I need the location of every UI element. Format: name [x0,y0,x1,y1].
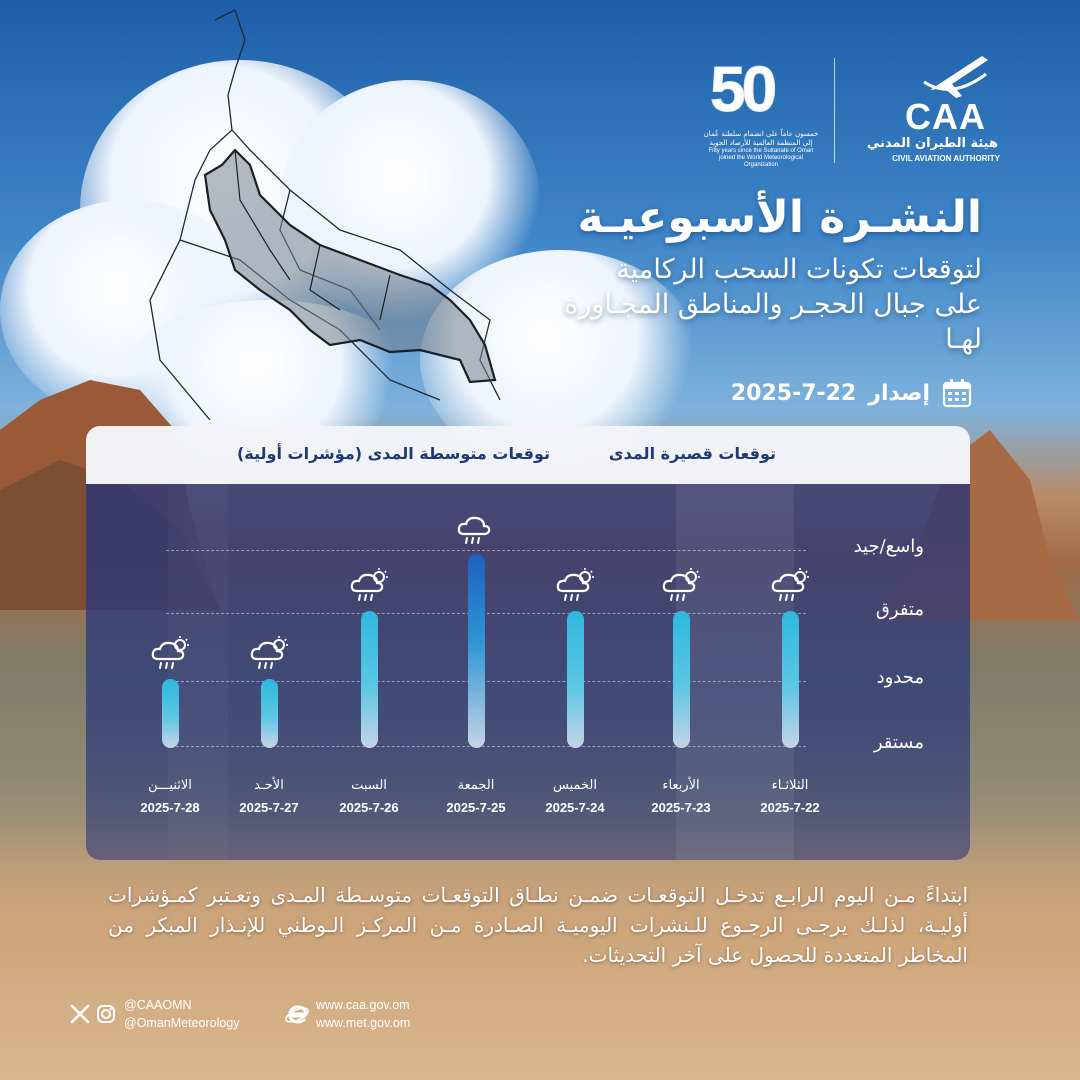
cloud-sun-rain-icon [555,567,595,603]
day-date: 2025-7-25 [446,800,506,815]
forecast-bar [468,554,485,748]
level-gridline [166,681,806,682]
cloud-sun-rain-icon [770,567,810,603]
caa-arabic-name: هيئة الطيران المدني [866,136,998,151]
level-gridline [166,550,806,551]
panel-header: توقعات قصيرة المدى توقعات متوسطة المدى (… [86,426,970,484]
issue-label: إصدار [868,380,930,406]
short-range-column-shade [676,484,794,860]
page-subtitle: لتوقعات تكونات السحب الركامية على جبال ا… [564,254,982,355]
cloud-sun-rain-icon [249,635,289,671]
x-twitter-icon [70,1004,90,1024]
website-caa[interactable]: www.caa.gov.om [316,998,410,1012]
website-met[interactable]: www.met.gov.om [316,1016,411,1030]
hajar-mountains-map [149,9,501,420]
fifty-arabic-caption: خمسون عاماً على انضمام سلطنة عُمان إلى ا… [703,130,819,147]
cloud-sun-rain-icon [349,567,389,603]
header-logos: CAA هيئة الطيران المدني CIVIL AVIATION A… [702,52,1002,169]
cloud-sun-rain-icon [661,567,701,603]
day-name: السبت [351,778,387,793]
day-name: الخميس [553,778,597,793]
day-name: الأربعاء [662,778,700,793]
issue-date: 2025-7-22 [730,380,857,406]
contact-info: @CAAOMN @OmanMeteorology www.caa.gov.om … [70,996,470,1036]
issue-info: إصدار 2025-7-22 [731,378,972,408]
calendar-icon [942,379,972,408]
browser-e-icon [285,1005,309,1024]
day-name: الثلاثـاء [771,778,809,793]
desert-ground [0,820,1080,1080]
fifty-english-caption: Fifty years since the Sultanate of Oman … [708,148,814,168]
fifty-number: 50 [709,53,777,126]
level-label: مستقر [873,732,924,753]
day-name: الاثنيـــن [148,778,192,793]
level-label: متفرق [875,599,924,620]
instagram-icon [97,1005,115,1023]
day-date: 2025-7-24 [545,800,605,815]
level-gridline [166,613,806,614]
social-handle-met[interactable]: @OmanMeteorology [124,1016,240,1030]
short-range-label: توقعات قصيرة المدى [608,444,776,463]
page-title: النشـرة الأسبوعيـة [577,192,982,243]
caa-english-name: CIVIL AVIATION AUTHORITY [892,154,1000,163]
forecast-bar [673,611,690,748]
cloud-rain-icon [456,510,496,546]
forecast-bar [567,611,584,748]
day-date: 2025-7-28 [140,800,200,815]
cloud-sun-rain-icon [150,635,190,671]
caa-logo-text: CAA [905,96,986,137]
day-name: الجمعة [457,778,495,793]
footer-note: ابتداءً مـن اليوم الرابـع تدخـل التوقعـا… [108,883,968,967]
forecast-bar [261,679,278,748]
day-name: الأحـد [254,778,284,793]
forecast-panel: توقعات قصيرة المدى توقعات متوسطة المدى (… [86,426,970,860]
social-handle-caa[interactable]: @CAAOMN [124,998,192,1012]
logo-divider [834,58,835,163]
medium-range-label: توقعات متوسطة المدى (مؤشرات أولية) [236,444,550,463]
forecast-bar [162,679,179,748]
day-date: 2025-7-22 [760,800,820,815]
level-gridline [166,746,806,747]
forecast-bar [361,611,378,748]
fifty-years-logo: 50 خمسون عاماً على انضمام سلطنة عُمان إل… [702,52,820,169]
day-date: 2025-7-26 [339,800,399,815]
day-date: 2025-7-27 [239,800,299,815]
forecast-bar [782,611,799,748]
airplane-icon [923,56,988,98]
level-label: واسع/جيد [853,536,924,557]
caa-logo: CAA هيئة الطيران المدني CIVIL AVIATION A… [867,52,1002,167]
day-date: 2025-7-23 [651,800,711,815]
level-label: محدود [876,667,924,688]
